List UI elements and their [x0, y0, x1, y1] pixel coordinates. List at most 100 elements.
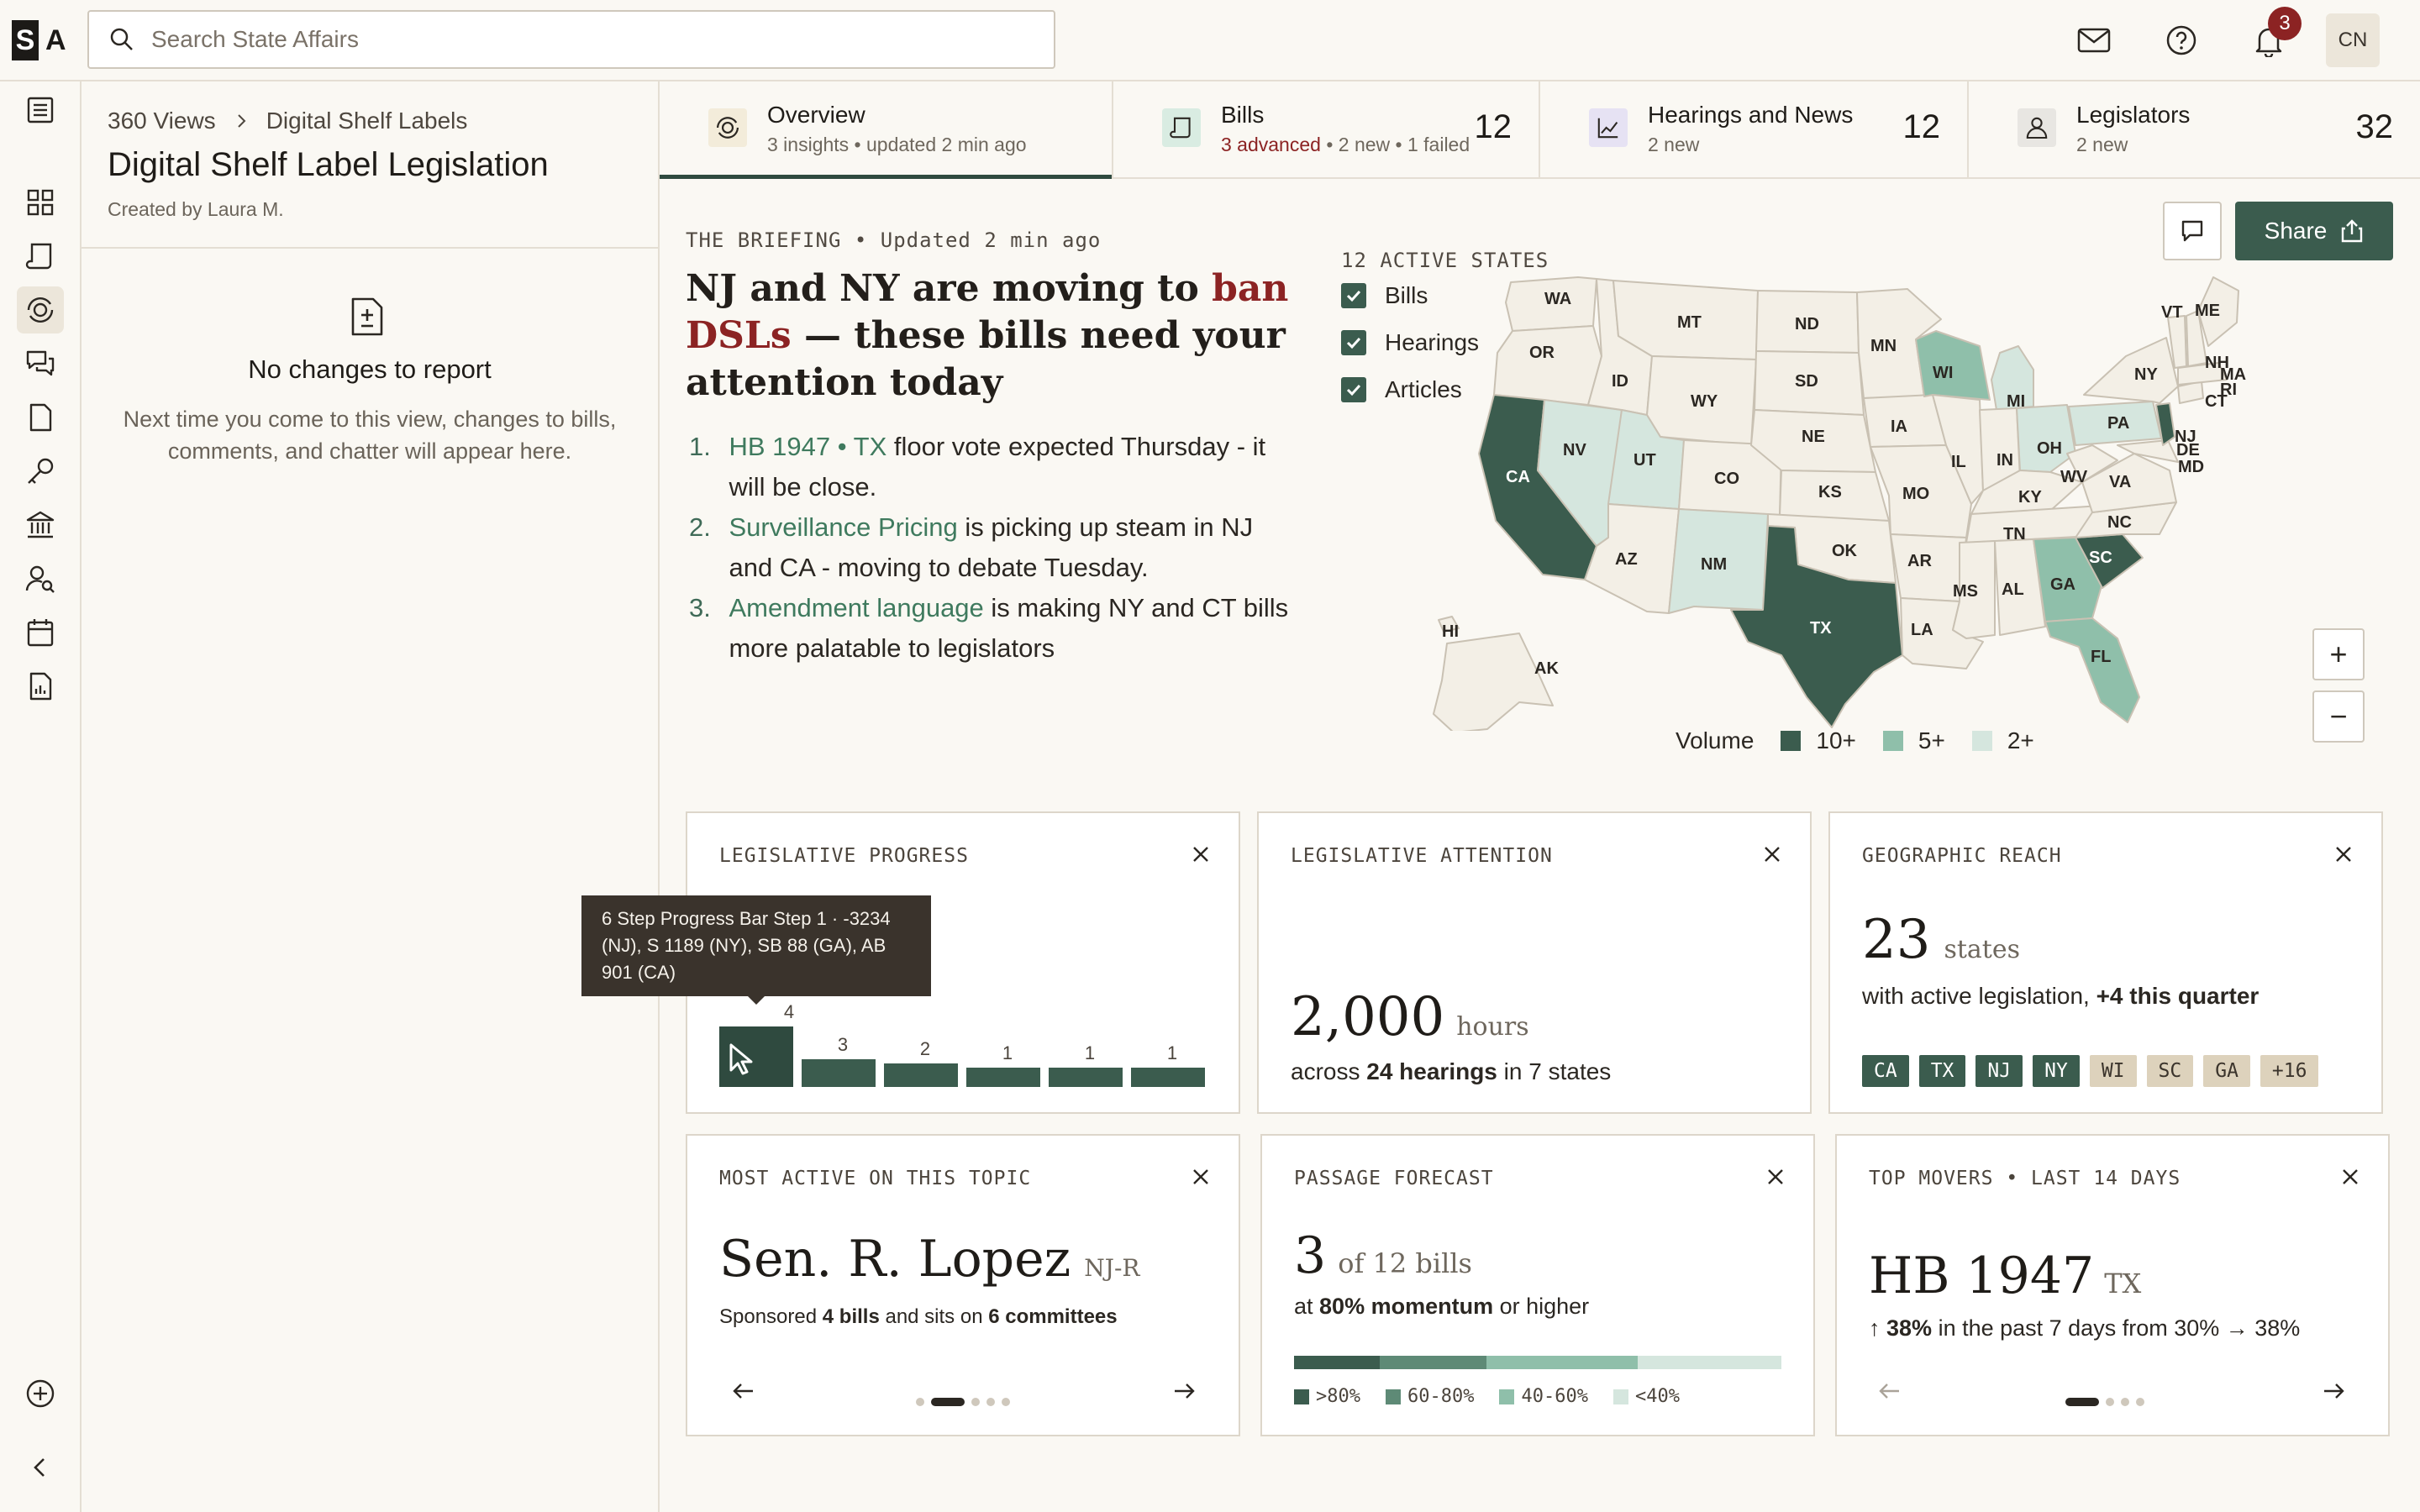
- state-tx[interactable]: [1730, 525, 1903, 728]
- state-al[interactable]: [1994, 538, 2046, 636]
- arrow-left-icon[interactable]: [1877, 1381, 1902, 1405]
- rail-person-search-icon[interactable]: [17, 555, 64, 602]
- state-vt[interactable]: [2167, 315, 2187, 369]
- carousel-dot[interactable]: [2106, 1398, 2114, 1406]
- card-title: GEOGRAPHIC REACH: [1862, 845, 2062, 867]
- state-chip[interactable]: NJ: [1975, 1055, 2023, 1087]
- state-chip[interactable]: WI: [2089, 1055, 2137, 1087]
- progress-step-bar[interactable]: [802, 1059, 876, 1087]
- help-icon[interactable]: [2163, 22, 2200, 59]
- carousel-dots: [916, 1398, 1010, 1406]
- tab-legislators[interactable]: Legislators 2 new 32: [1969, 80, 2420, 179]
- app-logo[interactable]: S A: [12, 20, 66, 60]
- carousel-dot[interactable]: [986, 1398, 995, 1406]
- state-chip[interactable]: TX: [1918, 1055, 1966, 1087]
- rail-government-icon[interactable]: [17, 501, 64, 549]
- legislator-sub: Sponsored 4 bills and sits on 6 committe…: [719, 1305, 1118, 1329]
- tab-hearings-news[interactable]: Hearings and News 2 new 12: [1540, 80, 1969, 179]
- state-chip[interactable]: GA: [2203, 1055, 2250, 1087]
- breadcrumb: 360 Views Digital Shelf Labels: [108, 108, 467, 134]
- carousel-dot-active[interactable]: [2065, 1398, 2099, 1406]
- breadcrumb-parent[interactable]: 360 Views: [108, 108, 216, 134]
- carousel-dot[interactable]: [1002, 1398, 1010, 1406]
- us-states-map[interactable]: WA OR CA NV ID MT WY UT AZ CO NM ND SD N…: [1412, 260, 2252, 731]
- state-chip[interactable]: SC: [2146, 1055, 2194, 1087]
- close-icon[interactable]: [2338, 1164, 2363, 1189]
- close-icon[interactable]: [2331, 842, 2356, 867]
- rail-newsfeed-icon[interactable]: [17, 87, 64, 134]
- progress-step-bar[interactable]: [966, 1068, 1040, 1087]
- legislator-name[interactable]: Sen. R. Lopez: [719, 1230, 1071, 1289]
- state-ga[interactable]: [2033, 537, 2103, 622]
- state-nh[interactable]: [2186, 310, 2207, 367]
- breadcrumb-current[interactable]: Digital Shelf Labels: [266, 108, 468, 134]
- state-wv[interactable]: [2066, 444, 2118, 483]
- close-icon[interactable]: [1188, 842, 1213, 867]
- filter-bills-checkbox[interactable]: Bills: [1341, 282, 1428, 309]
- state-ak[interactable]: [1433, 633, 1554, 731]
- zoom-out-button[interactable]: −: [2312, 690, 2365, 743]
- state-hi[interactable]: [1438, 616, 1460, 633]
- arrow-left-icon[interactable]: [731, 1381, 756, 1405]
- briefing-link[interactable]: Amendment language: [729, 593, 984, 622]
- arrow-right-icon[interactable]: [2321, 1381, 2346, 1405]
- avatar[interactable]: CN: [2326, 13, 2380, 67]
- mail-icon[interactable]: [2075, 22, 2112, 59]
- filter-articles-checkbox[interactable]: Articles: [1341, 376, 1462, 403]
- state-chip[interactable]: CA: [1862, 1055, 1909, 1087]
- reach-value: 23: [1862, 909, 1931, 971]
- state-oh[interactable]: [2016, 404, 2076, 473]
- arrow-right-icon[interactable]: [1171, 1381, 1197, 1405]
- rail-report-icon[interactable]: [17, 663, 64, 710]
- rail-document-icon[interactable]: [17, 394, 64, 441]
- state-fl[interactable]: [2044, 617, 2140, 723]
- carousel-dot-active[interactable]: [931, 1398, 965, 1406]
- progress-step-bar[interactable]: [884, 1063, 958, 1087]
- carousel-dot[interactable]: [971, 1398, 980, 1406]
- state-me[interactable]: [2197, 276, 2239, 347]
- mover-row: HB 1947 TX: [1869, 1247, 2141, 1305]
- progress-step-bar[interactable]: [1131, 1068, 1205, 1087]
- map-label-ct: CT: [2205, 392, 2228, 411]
- state-chip[interactable]: NY: [2033, 1055, 2080, 1087]
- rail-dashboard-icon[interactable]: [17, 179, 64, 226]
- progress-step-bar[interactable]: [1049, 1068, 1123, 1087]
- rail-bills-icon[interactable]: [17, 233, 64, 280]
- rail-chat-icon[interactable]: [17, 340, 64, 387]
- zoom-in-button[interactable]: +: [2312, 628, 2365, 680]
- carousel-dot[interactable]: [2121, 1398, 2129, 1406]
- state-ma[interactable]: [2177, 362, 2228, 386]
- carousel-dot[interactable]: [916, 1398, 924, 1406]
- state-nj[interactable]: [2155, 402, 2175, 446]
- state-il[interactable]: [1932, 394, 1984, 505]
- briefing-link[interactable]: Surveillance Pricing: [729, 512, 958, 542]
- comment-button[interactable]: [2163, 202, 2222, 260]
- briefing-link[interactable]: HB 1947 • TX: [729, 432, 887, 461]
- state-or[interactable]: [1493, 325, 1602, 406]
- state-wi[interactable]: [1915, 330, 1991, 401]
- map-label-il: IL: [1951, 453, 1966, 471]
- state-nm[interactable]: [1668, 508, 1769, 614]
- more-states-chip[interactable]: +16: [2260, 1055, 2319, 1087]
- rail-360-views-icon[interactable]: [17, 286, 64, 333]
- rail-key-icon[interactable]: [17, 448, 64, 495]
- tab-bills[interactable]: Bills 3 advanced • 2 new • 1 failed 12: [1113, 80, 1540, 179]
- map-label-nh: NH: [2205, 354, 2229, 372]
- search-box[interactable]: [87, 10, 1055, 69]
- rail-add-icon[interactable]: [17, 1370, 64, 1417]
- close-icon[interactable]: [1760, 842, 1785, 867]
- forecast-value-row: 3 of 12 bills: [1294, 1226, 1472, 1285]
- tab-overview[interactable]: Overview 3 insights • updated 2 min ago: [660, 80, 1113, 179]
- carousel-dot[interactable]: [2136, 1398, 2144, 1406]
- logo-a: A: [45, 24, 66, 56]
- rail-collapse-icon[interactable]: [17, 1444, 64, 1491]
- rail-calendar-icon[interactable]: [17, 609, 64, 656]
- share-button[interactable]: Share: [2235, 202, 2393, 260]
- close-icon[interactable]: [1188, 1164, 1213, 1189]
- state-va[interactable]: [2081, 453, 2177, 513]
- filter-hearings-checkbox[interactable]: Hearings: [1341, 329, 1479, 356]
- search-input[interactable]: [150, 25, 993, 54]
- close-icon[interactable]: [1763, 1164, 1788, 1189]
- state-ny[interactable]: [2083, 337, 2179, 404]
- mover-bill[interactable]: HB 1947: [1869, 1247, 2095, 1305]
